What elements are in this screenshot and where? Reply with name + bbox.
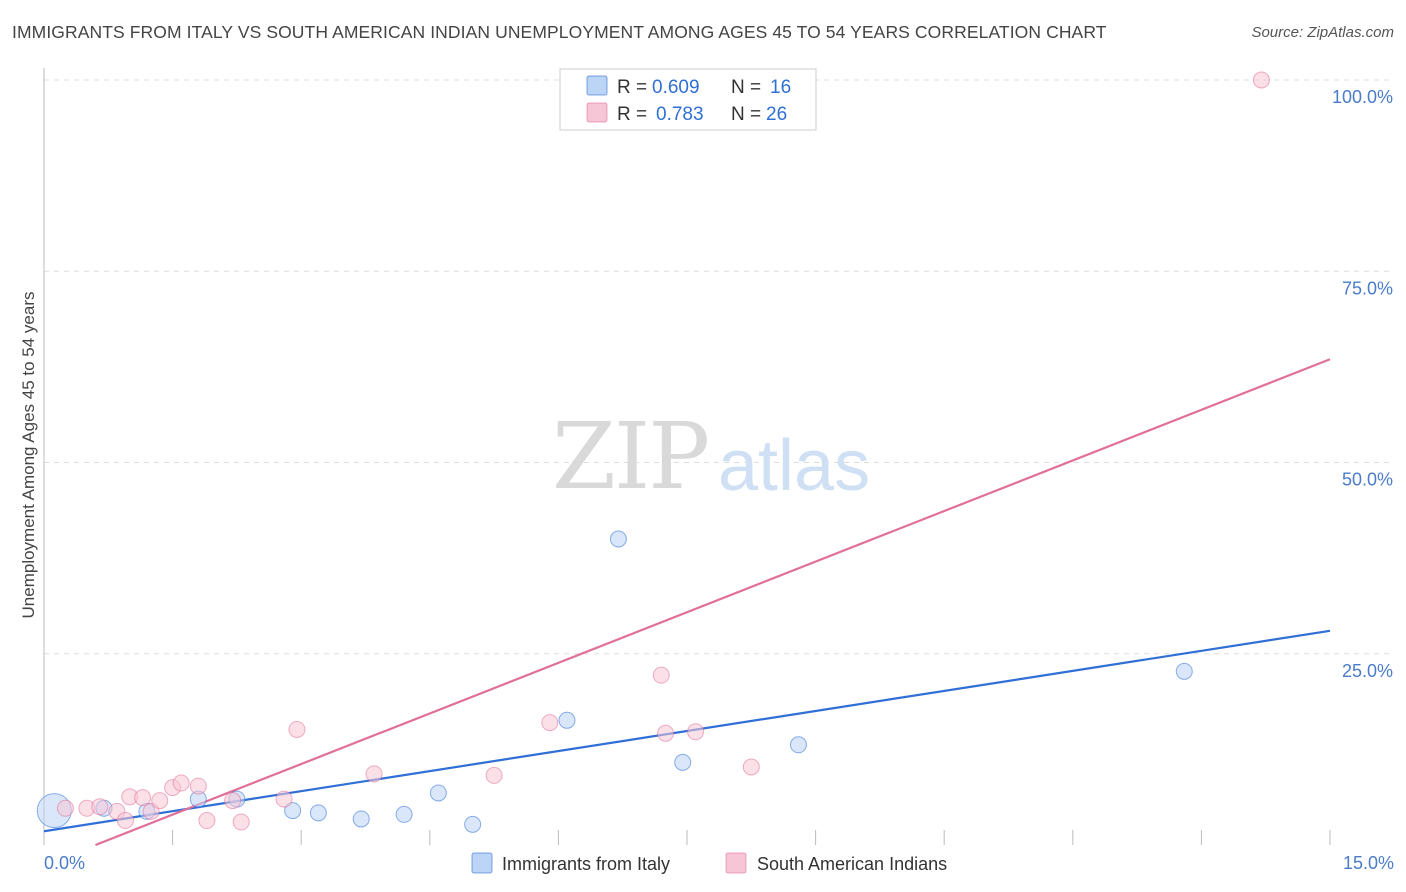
- data-point-south-american-indian: [56, 799, 74, 817]
- y-tick-label: 50.0%: [1342, 470, 1393, 490]
- correlation-legend: R = 0.609 N = 16 R = 0.783 N = 26: [559, 68, 817, 131]
- y-axis-label: Unemployment Among Ages 45 to 54 years: [19, 292, 38, 619]
- chart-title: IMMIGRANTS FROM ITALY VS SOUTH AMERICAN …: [12, 22, 1107, 42]
- legend-r-label-italy: R =: [617, 77, 647, 98]
- series-legend: Immigrants from Italy South American Ind…: [471, 852, 947, 874]
- data-point-italy: [309, 804, 327, 822]
- x-tick-label: 15.0%: [1343, 853, 1394, 873]
- data-point-south-american-indian: [288, 720, 306, 738]
- data-point-south-american-indian: [742, 758, 760, 776]
- tick-labels: 25.0% 50.0% 75.0% 100.0% 0.0% 15.0%: [44, 87, 1394, 873]
- bottom-legend-swatch-italy: [471, 852, 493, 874]
- legend-r-value-sai: 0.783: [656, 104, 704, 125]
- data-point-south-american-indian: [232, 813, 250, 831]
- data-point-south-american-indian: [198, 812, 216, 830]
- data-point-south-american-indian: [687, 723, 705, 741]
- x-tick-label: 0.0%: [44, 853, 85, 873]
- trend-lines: [43, 358, 1331, 847]
- data-point-south-american-indian: [275, 790, 293, 808]
- data-point-south-american-indian: [134, 789, 152, 807]
- data-point-italy: [284, 802, 302, 820]
- data-point-italy: [674, 753, 692, 771]
- bottom-legend-label-italy: Immigrants from Italy: [502, 854, 670, 874]
- legend-n-label-italy: N =: [731, 77, 761, 98]
- data-points: [36, 71, 1270, 833]
- trend-line-south-american-indian: [95, 358, 1331, 847]
- data-point-south-american-indian: [116, 812, 134, 830]
- data-point-south-american-indian: [652, 666, 670, 684]
- y-tick-label: 100.0%: [1332, 87, 1393, 107]
- data-point-italy: [558, 711, 576, 729]
- watermark: ZIP atlas: [552, 403, 870, 510]
- data-point-italy: [789, 736, 807, 754]
- axes: [43, 68, 1331, 845]
- legend-swatch-south-american-indian: [586, 102, 608, 123]
- legend-n-value-sai: 26: [766, 104, 787, 125]
- data-point-south-american-indian: [365, 765, 383, 783]
- watermark-zip: ZIP: [552, 403, 708, 510]
- data-point-south-american-indian: [541, 714, 559, 732]
- data-point-italy: [395, 805, 413, 823]
- data-point-south-american-indian: [172, 774, 190, 792]
- data-point-italy: [1175, 662, 1193, 680]
- data-point-south-american-indian: [1252, 71, 1270, 89]
- y-tick-label: 25.0%: [1342, 661, 1393, 681]
- legend-r-label-sai: R =: [617, 104, 647, 125]
- data-point-italy: [429, 784, 447, 802]
- legend-swatch-italy: [586, 75, 608, 96]
- data-point-south-american-indian: [657, 724, 675, 742]
- trend-line-italy: [43, 629, 1331, 833]
- data-point-south-american-indian: [224, 792, 242, 810]
- data-point-italy: [352, 810, 370, 828]
- data-point-italy: [609, 530, 627, 548]
- bottom-legend-swatch-sai: [725, 852, 747, 874]
- data-point-italy: [464, 815, 482, 833]
- legend-r-value-italy: 0.609: [652, 77, 700, 98]
- watermark-atlas: atlas: [718, 426, 870, 506]
- grid-lines: [44, 79, 1392, 655]
- source-credit: Source: ZipAtlas.com: [1251, 24, 1394, 41]
- bottom-legend-label-sai: South American Indians: [757, 854, 947, 874]
- data-point-south-american-indian: [91, 798, 109, 816]
- y-tick-label: 75.0%: [1342, 278, 1393, 298]
- data-point-south-american-indian: [189, 777, 207, 795]
- data-point-south-american-indian: [151, 792, 169, 810]
- legend-n-label-sai: N =: [731, 104, 761, 125]
- data-point-south-american-indian: [485, 766, 503, 784]
- legend-n-value-italy: 16: [770, 77, 791, 98]
